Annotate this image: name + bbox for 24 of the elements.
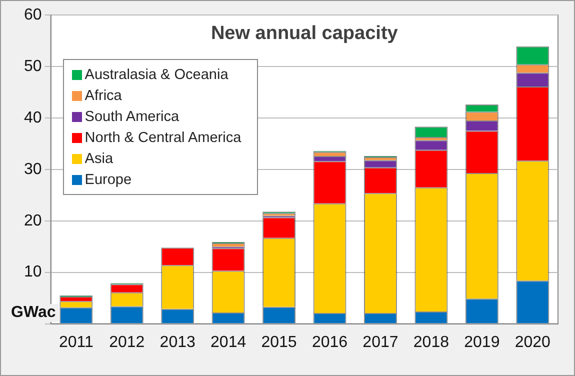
x-tick-label: 2019 — [464, 334, 500, 351]
x-tick-label: 2014 — [210, 334, 246, 351]
y-tick-label: 10 — [24, 264, 42, 281]
x-tick-label: 2013 — [160, 334, 196, 351]
legend-label: Africa — [84, 88, 122, 104]
y-tick-label: 40 — [24, 109, 42, 126]
x-tick-label: 2016 — [312, 334, 348, 351]
x-tick-label: 2015 — [261, 334, 297, 351]
y-tick-label: 60 — [24, 6, 42, 24]
x-tick-label: 2012 — [109, 334, 145, 351]
legend-label: Australasia & Oceania — [84, 66, 228, 82]
legend-label: South America — [84, 108, 180, 124]
y-axis-title: GWac — [11, 304, 59, 322]
x-tick-label: 2020 — [514, 334, 551, 351]
y-tick-label: 30 — [24, 160, 42, 178]
y-tick-label: 20 — [24, 212, 42, 230]
legend-label: Asia — [84, 150, 114, 166]
chart-title: New annual capacity — [210, 23, 398, 45]
x-tick-label: 2011 — [58, 334, 94, 351]
x-tick-label: 2017 — [362, 334, 398, 351]
x-tick-label: 2018 — [413, 334, 450, 351]
y-tick-label: 50 — [24, 58, 42, 75]
legend-label: Europe — [84, 172, 132, 188]
legend-label: North & Central America — [84, 130, 242, 146]
